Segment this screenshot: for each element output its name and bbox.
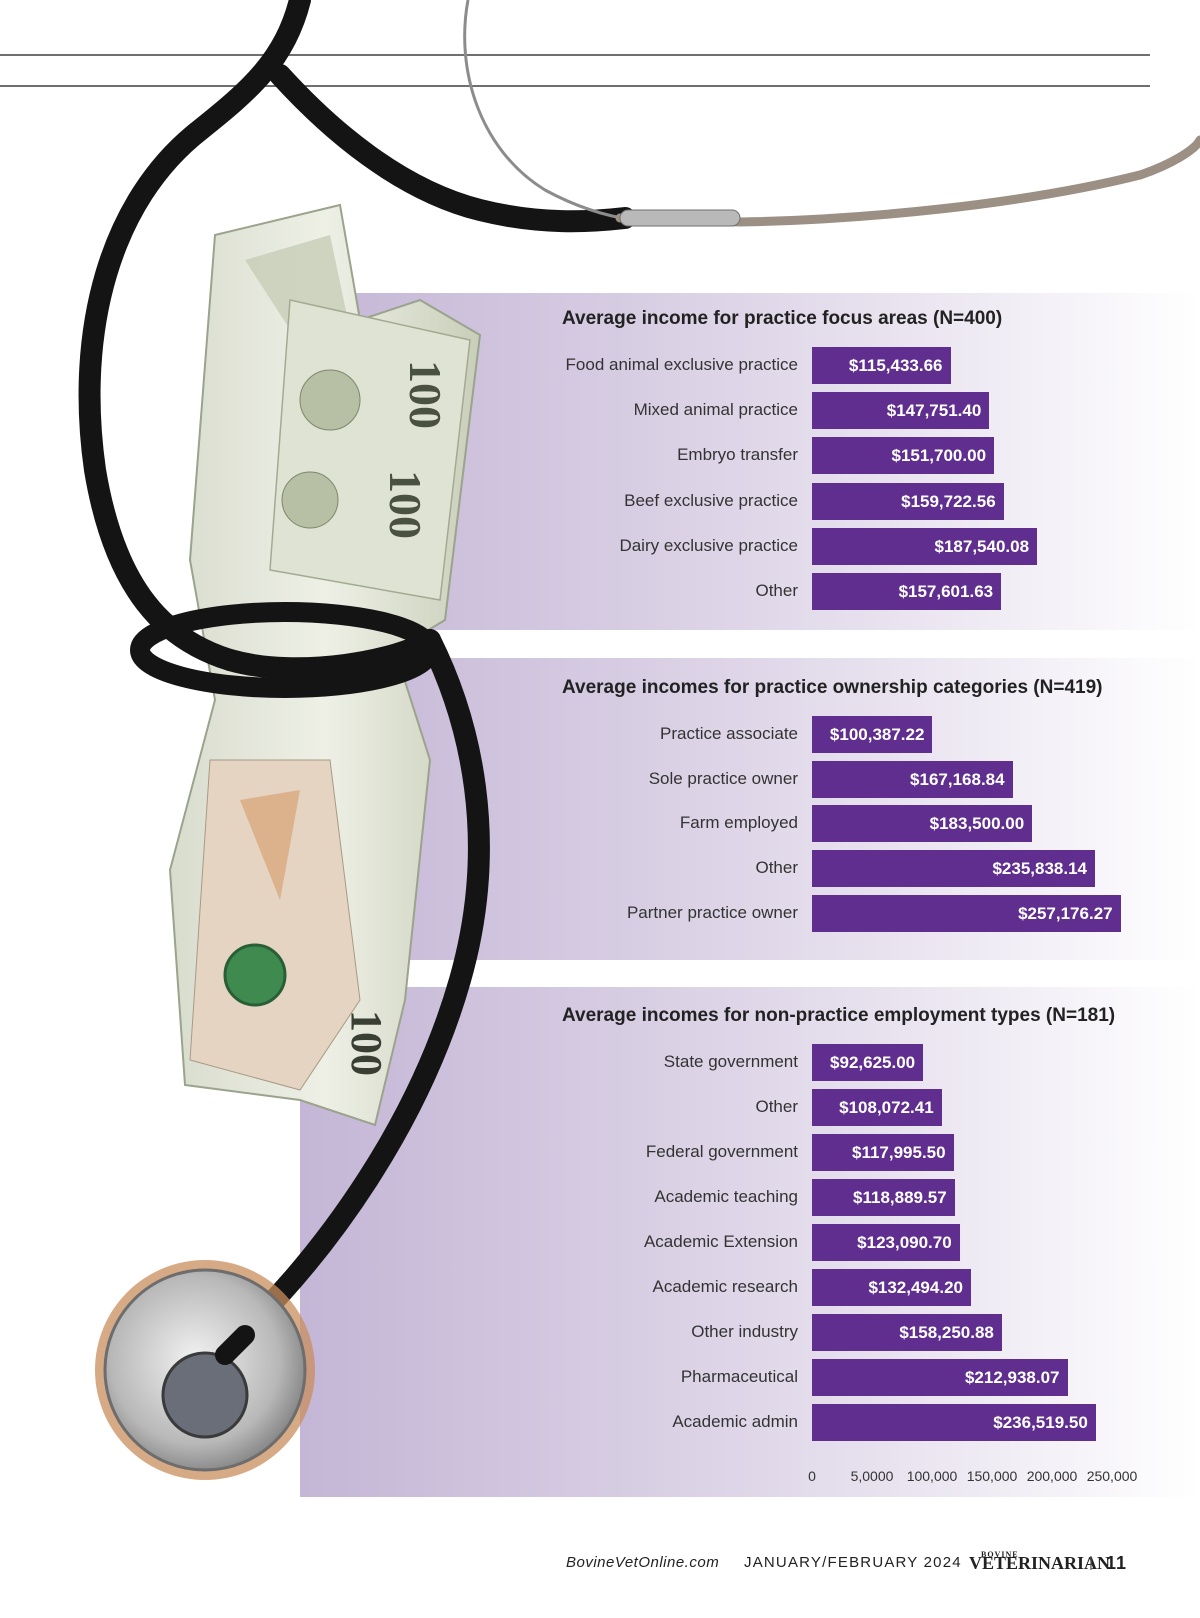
chart-title: Average incomes for practice ownership c…: [562, 677, 1103, 698]
x-tick-label: 150,000: [966, 1468, 1018, 1484]
bar-value-label: $159,722.56: [901, 491, 996, 511]
category-label: Pharmaceutical: [680, 1367, 798, 1386]
magazine-logo: BOVINE VETERINARIAN: [969, 1548, 1110, 1578]
bar: [812, 527, 1038, 565]
category-label: Other: [755, 1097, 798, 1116]
category-label: Academic admin: [672, 1412, 798, 1431]
bar-value-label: $132,494.20: [868, 1278, 963, 1297]
footer-issue-date: JANUARY/FEBRUARY 2024: [744, 1554, 962, 1571]
top-rule-2: [0, 85, 1150, 87]
bar: [812, 760, 1013, 798]
category-label: Other: [755, 858, 798, 878]
category-label: Academic Extension: [643, 1232, 798, 1251]
bar: [812, 437, 995, 475]
category-label: Embryo transfer: [677, 445, 798, 465]
bar-value-label: $158,250.88: [899, 1323, 994, 1342]
page-number: 11: [1106, 1553, 1128, 1573]
bar: [812, 1224, 960, 1261]
bar: [812, 805, 1033, 843]
category-label: Beef exclusive practice: [624, 490, 798, 510]
bar-value-label: $183,500.00: [929, 814, 1025, 834]
bar: [812, 850, 1095, 888]
footer-site[interactable]: BovineVetOnline.com: [566, 1554, 720, 1571]
bar-value-label: $235,838.14: [992, 859, 1087, 879]
bar-value-label: $115,433.66: [848, 356, 943, 375]
earpiece-wire: [463, 0, 691, 225]
bar: [812, 1179, 955, 1216]
category-label: Mixed animal practice: [633, 400, 798, 420]
logo-small-text: BOVINE: [981, 1550, 1019, 1559]
bar-value-label: $123,090.70: [857, 1233, 952, 1252]
category-label: Farm employed: [679, 813, 798, 833]
bar: [812, 1359, 1068, 1396]
category-label: Other: [755, 581, 798, 600]
bar: [812, 1314, 1002, 1351]
bar-value-label: $108,072.41: [839, 1098, 934, 1117]
bar-value-label: $118,889.57: [853, 1188, 947, 1207]
category-label: Dairy exclusive practice: [619, 535, 798, 555]
category-label: Partner practice owner: [626, 902, 798, 922]
bar: [812, 894, 1121, 932]
stethoscope-bell-icon: [95, 1260, 315, 1480]
bar-value-label: $212,938.07: [964, 1368, 1060, 1387]
top-rule: [0, 54, 1150, 56]
x-tick-label: 200,000: [1026, 1468, 1078, 1484]
bar-value-label: $236,519.50: [993, 1413, 1088, 1432]
category-label: Practice associate: [660, 724, 798, 743]
bar: [812, 347, 951, 384]
bar: [812, 392, 990, 430]
bar: [812, 482, 1004, 520]
category-label: Sole practice owner: [648, 768, 798, 788]
bar-value-label: $157,601.63: [898, 582, 994, 601]
earpiece-clip: [619, 209, 741, 227]
footer-separator: |: [1089, 1554, 1093, 1571]
logo-main-text: VETERINARIAN: [969, 1553, 1111, 1573]
bar-value-label: $151,700.00: [891, 446, 987, 466]
chart-title: Average income for practice focus areas …: [562, 308, 1003, 329]
x-tick-label: 0: [808, 1468, 816, 1484]
category-label: State government: [663, 1052, 798, 1071]
bar: [812, 716, 933, 753]
bar-value-label: $147,751.40: [886, 401, 982, 421]
chart-title: Average incomes for non-practice employm…: [562, 1005, 1116, 1026]
category-label: Food animal exclusive practice: [565, 355, 798, 374]
x-tick-label: 100,000: [906, 1468, 958, 1484]
x-tick-label: 5,0000: [850, 1468, 894, 1484]
bar: [812, 1404, 1096, 1441]
category-label: Academic teaching: [654, 1187, 798, 1206]
bar-value-label: $187,540.08: [934, 536, 1030, 556]
bar: [812, 573, 1002, 610]
bar-value-label: $92,625.00: [830, 1053, 916, 1072]
bar: [812, 1044, 924, 1081]
category-label: Federal government: [645, 1142, 798, 1161]
bar: [812, 1089, 942, 1126]
bar-value-label: $117,995.50: [851, 1143, 946, 1162]
bar-value-label: $167,168.84: [910, 769, 1005, 789]
earpiece-tube: [615, 135, 1200, 227]
category-label: Academic research: [652, 1277, 798, 1296]
bar-value-label: $100,387.22: [829, 725, 925, 744]
bar-value-label: $257,176.27: [1018, 903, 1113, 923]
x-tick-label: 250,000: [1086, 1468, 1138, 1484]
bar: [812, 1134, 954, 1171]
category-label: Other industry: [691, 1322, 798, 1341]
bar: [812, 1269, 971, 1306]
